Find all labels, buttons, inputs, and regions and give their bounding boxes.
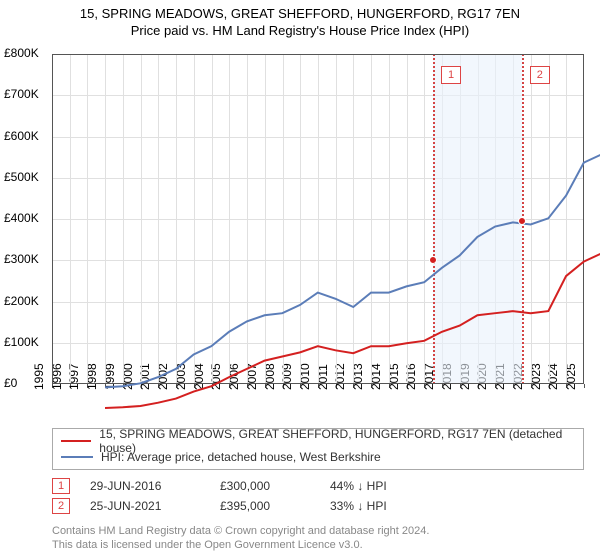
y-tick-label: £400K [4, 211, 39, 225]
y-tick-label: £200K [4, 294, 39, 308]
sale-vs-hpi: 33% ↓ HPI [330, 499, 470, 513]
sale-vs-hpi: 44% ↓ HPI [330, 479, 470, 493]
sales-table: 1 29-JUN-2016 £300,000 44% ↓ HPI 2 25-JU… [52, 476, 584, 516]
chart-container: { "title_line1": "15, SPRING MEADOWS, GR… [0, 0, 600, 560]
x-tick-label: 1995 [32, 363, 46, 390]
y-tick-label: £800K [4, 46, 39, 60]
sale-date: 29-JUN-2016 [90, 479, 220, 493]
sale-marker-number: 1 [52, 478, 70, 494]
y-tick-label: £100K [4, 335, 39, 349]
legend-swatch-hpi [61, 456, 93, 458]
line-chart [105, 109, 600, 439]
y-tick-label: £500K [4, 170, 39, 184]
y-tick-label: £0 [4, 376, 17, 390]
plot-area [52, 54, 584, 384]
footer-line: Contains HM Land Registry data © Crown c… [52, 524, 584, 538]
sale-dot [429, 256, 437, 264]
y-tick-label: £600K [4, 129, 39, 143]
sale-marker-number: 2 [52, 498, 70, 514]
event-label-box: 1 [441, 66, 461, 84]
sale-date: 25-JUN-2021 [90, 499, 220, 513]
y-tick-label: £700K [4, 87, 39, 101]
legend-row-price-paid: 15, SPRING MEADOWS, GREAT SHEFFORD, HUNG… [61, 433, 575, 449]
event-label-box: 2 [530, 66, 550, 84]
sale-dot [518, 217, 526, 225]
series-price_paid [105, 253, 600, 408]
legend-swatch-price-paid [61, 440, 91, 442]
sale-row: 2 25-JUN-2021 £395,000 33% ↓ HPI [52, 496, 584, 516]
attribution-footer: Contains HM Land Registry data © Crown c… [52, 524, 584, 552]
y-tick-label: £300K [4, 252, 39, 266]
sale-row: 1 29-JUN-2016 £300,000 44% ↓ HPI [52, 476, 584, 496]
legend: 15, SPRING MEADOWS, GREAT SHEFFORD, HUNG… [52, 428, 584, 470]
sale-price: £395,000 [220, 499, 330, 513]
chart-title-address: 15, SPRING MEADOWS, GREAT SHEFFORD, HUNG… [0, 6, 600, 21]
footer-line: This data is licensed under the Open Gov… [52, 538, 584, 552]
chart-title-subtitle: Price paid vs. HM Land Registry's House … [0, 23, 600, 38]
sale-price: £300,000 [220, 479, 330, 493]
legend-label: HPI: Average price, detached house, West… [101, 450, 381, 464]
